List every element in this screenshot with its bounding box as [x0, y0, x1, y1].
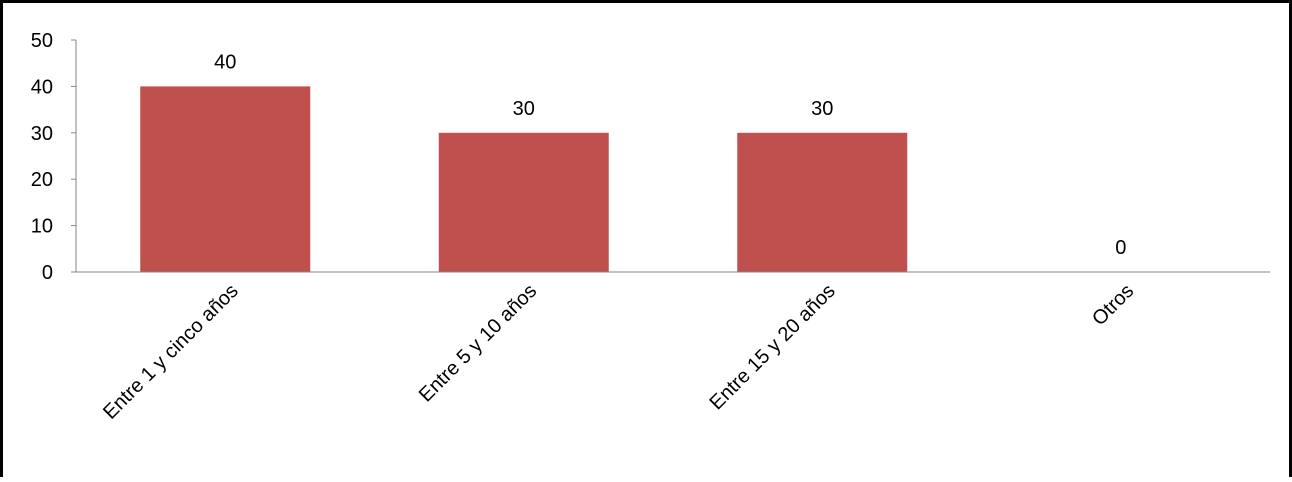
bars	[140, 86, 908, 273]
y-tick-label: 10	[31, 216, 53, 238]
x-tick-label: Otros	[1088, 280, 1138, 330]
data-label: 40	[214, 51, 236, 73]
data-labels: 40 30 30 0	[214, 51, 1126, 259]
y-axis-ticks: 0 10 20 30 40 50	[31, 30, 76, 284]
bar	[438, 132, 609, 272]
x-tick-label: Entre 5 y 10 años	[415, 280, 541, 406]
data-label: 30	[811, 98, 833, 120]
y-tick-label: 40	[31, 76, 53, 98]
y-tick-label: 30	[31, 123, 53, 145]
y-tick-label: 20	[31, 169, 53, 191]
data-label: 30	[513, 98, 535, 120]
data-label: 0	[1115, 237, 1126, 259]
bar-chart: 0 10 20 30 40 50 40 30 30 0 Entre 1 y cinco años…	[31, 30, 1270, 424]
x-tick-label: Entre 15 y 20 años	[706, 280, 840, 414]
y-tick-label: 0	[42, 262, 53, 284]
y-tick-label: 50	[31, 30, 53, 52]
x-tick-label: Entre 1 y cinco años	[99, 280, 243, 424]
bar	[737, 132, 908, 272]
x-axis-ticks: Entre 1 y cinco años Entre 5 y 10 años Ent…	[99, 280, 1138, 424]
bar	[140, 86, 311, 273]
